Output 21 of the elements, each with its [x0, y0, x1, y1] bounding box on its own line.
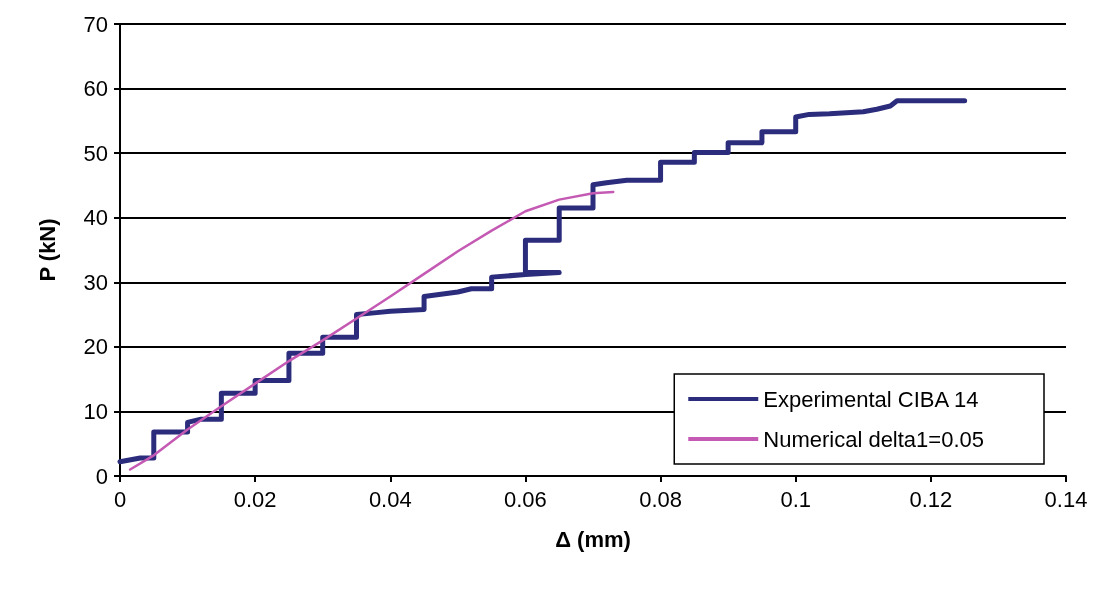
y-tick-label: 70: [83, 11, 108, 37]
y-tick-label: 10: [83, 398, 108, 424]
x-axis-title: Δ (mm): [555, 526, 631, 552]
x-tick-label: 0.06: [504, 486, 547, 512]
y-tick-label: 40: [83, 205, 108, 231]
y-tick-label: 50: [83, 140, 108, 166]
line-series: [128, 190, 615, 471]
x-tick-label: 0.04: [368, 486, 412, 512]
x-tick-label: 0.1: [780, 486, 812, 512]
legend-label: Numerical delta1=0.05: [763, 426, 985, 452]
x-tick-label: 0.08: [639, 486, 682, 512]
x-tick-label: 0: [113, 486, 127, 512]
legend-label: Experimental CIBA 14: [763, 386, 979, 412]
y-axis-title: P (kN): [34, 218, 60, 282]
y-tick-label: 20: [83, 334, 108, 360]
y-tick-label: 0: [95, 463, 108, 489]
x-tick-label: 0.14: [1044, 486, 1088, 512]
y-tick-label: 60: [83, 76, 108, 102]
x-tick-label: 0.12: [909, 486, 953, 512]
y-tick-label: 30: [83, 269, 108, 295]
x-tick-label: 0.02: [233, 486, 277, 512]
